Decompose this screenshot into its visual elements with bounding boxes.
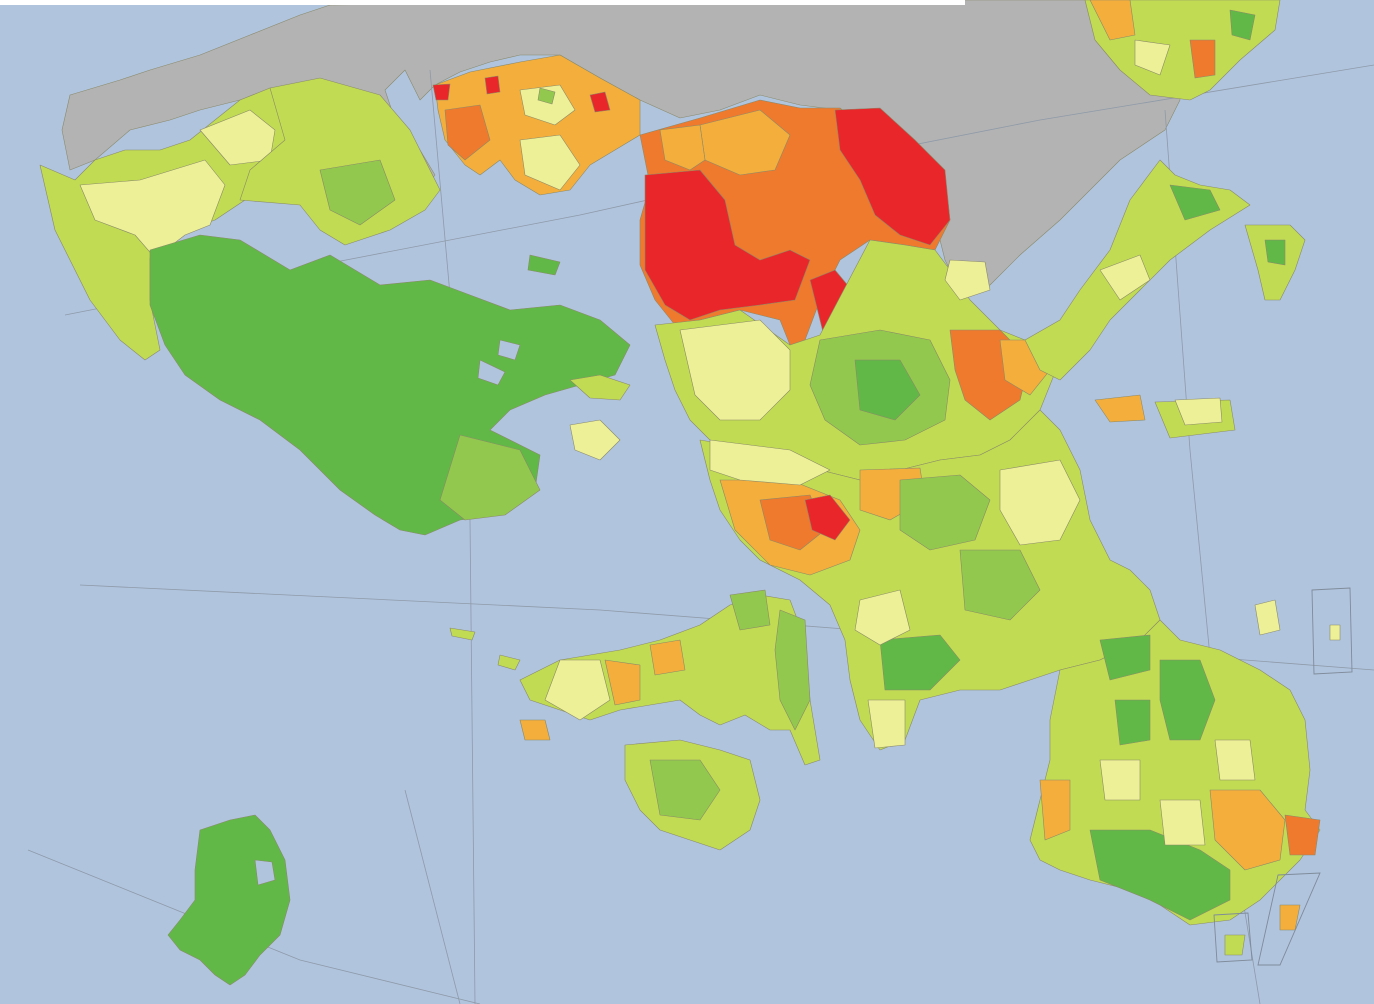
land-regions xyxy=(39,0,1341,986)
inset-frames xyxy=(1213,587,1353,966)
inset-frame-2 xyxy=(1213,912,1253,963)
top-overlay-bar xyxy=(0,0,965,5)
region-southwest-island[interactable] xyxy=(167,814,291,986)
inset-frame-1 xyxy=(1311,587,1353,675)
region-south-central-islands[interactable] xyxy=(519,594,821,766)
inset-frame-3 xyxy=(1257,872,1321,966)
